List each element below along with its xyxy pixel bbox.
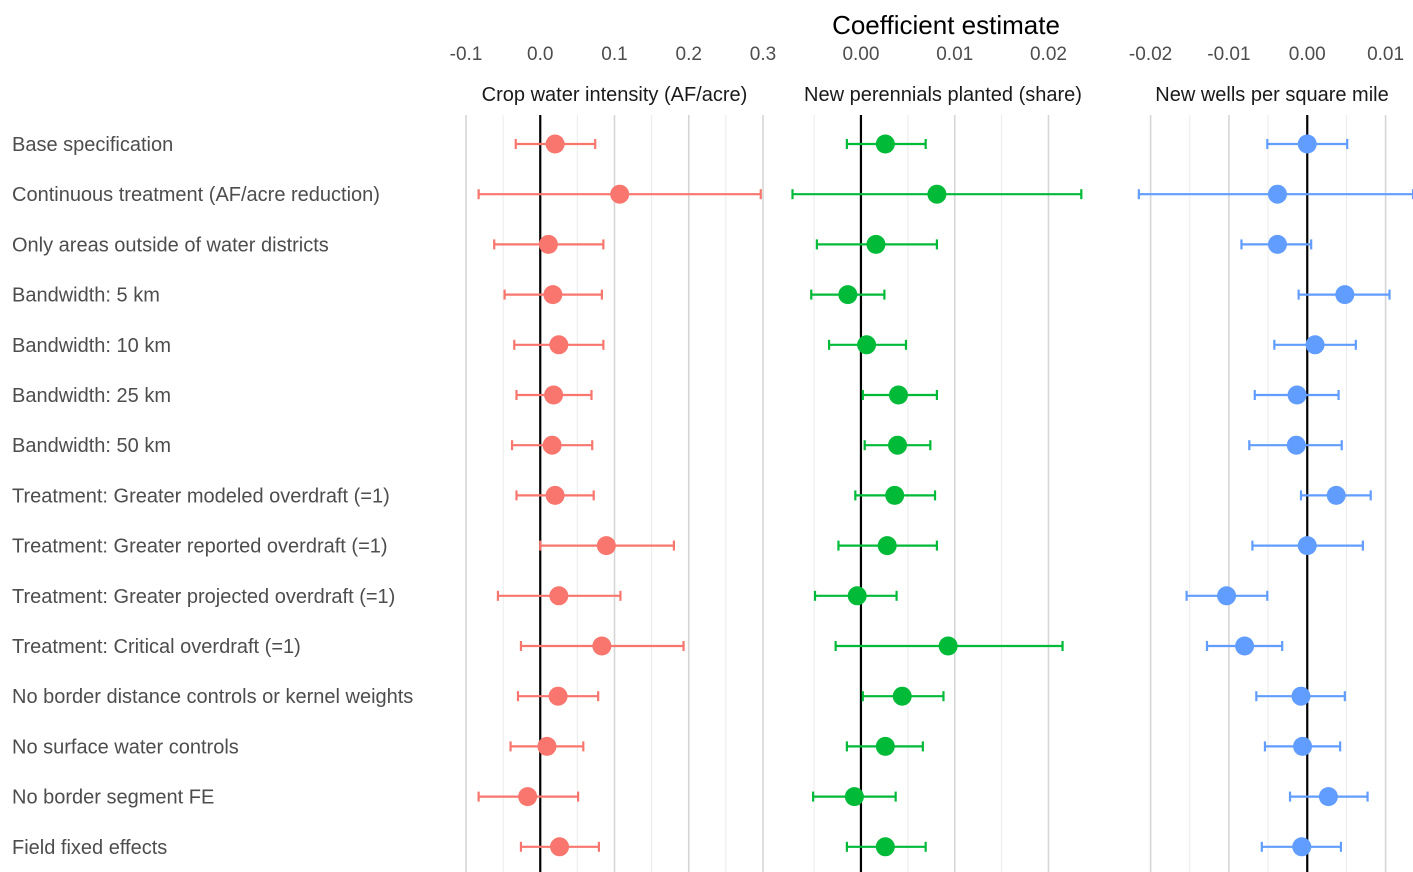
- point-estimate: [1326, 485, 1346, 505]
- grid-layer: [465, 115, 1387, 872]
- point-estimate: [542, 435, 562, 455]
- point-estimate: [877, 536, 897, 556]
- point-estimate: [1292, 837, 1312, 857]
- point-estimate: [1267, 184, 1287, 204]
- point-estimate: [1305, 335, 1325, 355]
- x-tick-label: 0.00: [842, 44, 879, 65]
- row-label: No border segment FE: [12, 787, 214, 809]
- point-estimate: [938, 636, 958, 656]
- point-estimate: [838, 285, 858, 305]
- facet-label: New wells per square mile: [1155, 84, 1388, 106]
- row-label: Bandwidth: 5 km: [12, 285, 160, 307]
- point-estimate: [1267, 234, 1287, 254]
- point-estimate: [875, 837, 895, 857]
- point-estimate: [875, 134, 895, 154]
- x-tick-label: 0.0: [527, 44, 553, 65]
- row-label: No border distance controls or kernel we…: [12, 686, 413, 708]
- point-estimate: [885, 485, 905, 505]
- x-tick-label: 0.01: [936, 44, 973, 65]
- point-estimate: [610, 184, 630, 204]
- x-tick-label: -0.1: [450, 44, 483, 65]
- point-estimate: [518, 787, 538, 807]
- point-estimate: [866, 234, 886, 254]
- x-tick-label: -0.01: [1207, 44, 1250, 65]
- row-label: No surface water controls: [12, 736, 239, 758]
- point-estimate: [1293, 736, 1313, 756]
- row-label: Field fixed effects: [12, 837, 167, 859]
- row-label: Only areas outside of water districts: [12, 234, 329, 256]
- x-tick-label: 0.2: [676, 44, 702, 65]
- row-label: Bandwidth: 10 km: [12, 335, 171, 357]
- point-estimate: [844, 787, 864, 807]
- point-estimate: [857, 335, 877, 355]
- point-estimate: [545, 485, 565, 505]
- point-estimate: [538, 234, 558, 254]
- point-estimate: [548, 686, 568, 706]
- point-estimate: [888, 385, 908, 405]
- point-estimate: [1297, 134, 1317, 154]
- row-label: Bandwidth: 25 km: [12, 385, 171, 407]
- x-tick-label: 0.3: [750, 44, 776, 65]
- row-label: Bandwidth: 50 km: [12, 435, 171, 457]
- point-estimate: [892, 686, 912, 706]
- row-label: Treatment: Greater modeled overdraft (=1…: [12, 485, 390, 507]
- point-estimate: [545, 134, 565, 154]
- point-estimate: [1297, 536, 1317, 556]
- x-tick-label: 0.1: [601, 44, 627, 65]
- facet-label: Crop water intensity (AF/acre): [482, 84, 748, 106]
- point-estimate: [847, 586, 867, 606]
- x-tick-label: -0.02: [1129, 44, 1172, 65]
- point-estimate: [888, 435, 908, 455]
- point-estimate: [927, 184, 947, 204]
- chart-text: Coefficient estimate Base specification C…: [12, 10, 1404, 859]
- point-estimate: [592, 636, 612, 656]
- x-tick-label: 0.00: [1289, 44, 1326, 65]
- point-estimate: [1318, 787, 1338, 807]
- point-estimate: [1335, 285, 1355, 305]
- point-estimate: [1287, 385, 1307, 405]
- point-estimate: [1235, 636, 1255, 656]
- row-label: Treatment: Greater reported overdraft (=…: [12, 536, 388, 558]
- point-estimate: [544, 385, 564, 405]
- point-estimate: [550, 837, 570, 857]
- row-label: Base specification: [12, 134, 173, 156]
- chart-title: Coefficient estimate: [832, 10, 1060, 40]
- zero-reference-lines: [539, 115, 1309, 872]
- point-estimate: [549, 335, 569, 355]
- point-estimate: [537, 736, 557, 756]
- row-label: Treatment: Greater projected overdraft (…: [12, 586, 395, 608]
- point-estimate: [1217, 586, 1237, 606]
- row-label: Treatment: Critical overdraft (=1): [12, 636, 301, 658]
- point-estimate: [549, 586, 569, 606]
- row-label: Continuous treatment (AF/acre reduction): [12, 184, 380, 206]
- facet-label: New perennials planted (share): [804, 84, 1082, 106]
- x-tick-label: 0.01: [1367, 44, 1404, 65]
- point-estimate: [543, 285, 563, 305]
- point-estimate: [1291, 686, 1311, 706]
- point-estimate: [596, 536, 616, 556]
- point-estimate: [1286, 435, 1306, 455]
- x-tick-label: 0.02: [1030, 44, 1067, 65]
- coefficient-marks: [477, 134, 1413, 857]
- point-estimate: [875, 736, 895, 756]
